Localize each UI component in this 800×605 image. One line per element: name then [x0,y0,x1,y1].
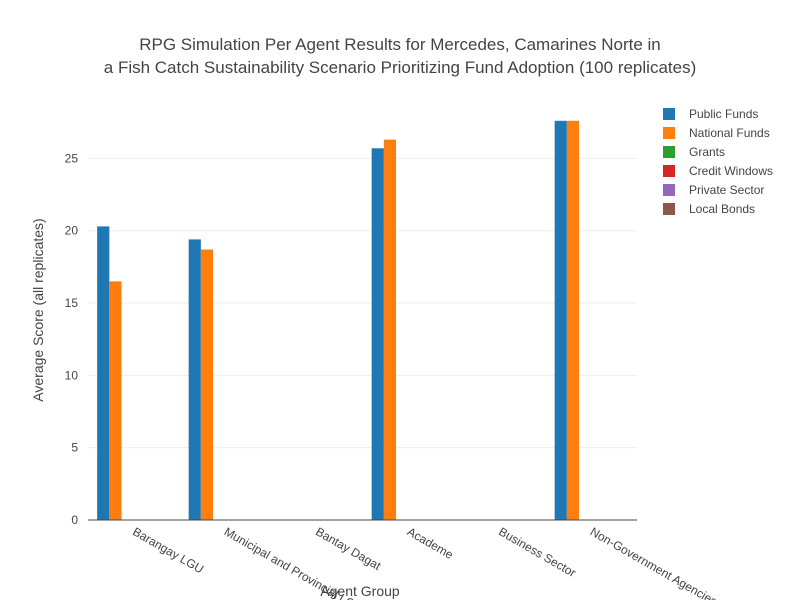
y-tick-label-5: 5 [71,441,78,455]
bar-0-3 [371,148,384,520]
legend-swatch-2 [663,146,675,158]
legend-swatch-0 [663,108,675,120]
legend-label-1: National Funds [689,126,770,140]
y-axis-title: Average Score (all replicates) [30,218,46,401]
bar-1-5 [566,120,580,521]
bar-0-1 [188,239,201,520]
legend-swatch-5 [663,203,675,215]
legend-label-4: Private Sector [689,183,764,197]
y-tick-label-25: 25 [65,151,79,165]
y-tick-label-20: 20 [65,224,79,238]
bar-1-0 [109,281,122,520]
y-tick-label-15: 15 [65,296,79,310]
legend-label-3: Credit Windows [689,164,773,178]
chart-title-line-2: a Fish Catch Sustainability Scenario Pri… [104,58,696,77]
chart-title-line-1: RPG Simulation Per Agent Results for Mer… [139,35,661,54]
legend: Public Funds National Funds Grants Credit W… [663,107,773,216]
bar-0-5 [554,120,567,521]
legend-swatch-1 [663,127,675,139]
y-tick-label-0: 0 [71,513,78,527]
bar-0-0 [97,226,110,520]
bar-1-3 [383,139,397,521]
x-axis-title: Agent Group [320,583,400,599]
y-tick-label-10: 10 [65,368,79,382]
legend-label-2: Grants [689,145,725,159]
legend-label-0: Public Funds [689,107,758,121]
legend-swatch-3 [663,165,675,177]
bar-1-1 [200,249,214,520]
legend-label-5: Local Bonds [689,202,755,216]
legend-swatch-4 [663,184,675,196]
